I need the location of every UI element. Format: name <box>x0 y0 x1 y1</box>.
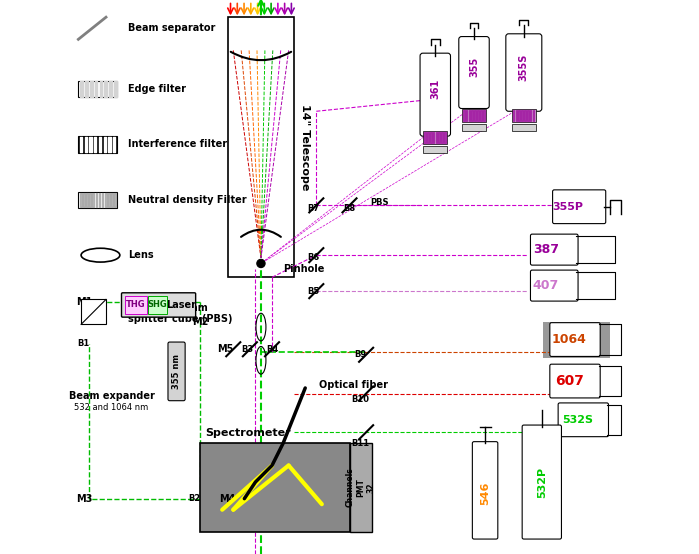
Text: 546: 546 <box>480 481 490 505</box>
Text: Neutral density Filter: Neutral density Filter <box>128 195 247 205</box>
FancyBboxPatch shape <box>423 146 447 153</box>
Text: 407: 407 <box>533 279 559 292</box>
FancyBboxPatch shape <box>462 109 487 122</box>
Text: B3: B3 <box>241 345 253 354</box>
FancyBboxPatch shape <box>78 136 117 153</box>
Text: splitter cube (PBS): splitter cube (PBS) <box>128 314 233 324</box>
Text: Laser: Laser <box>166 300 196 310</box>
Text: 14" Telescope: 14" Telescope <box>300 104 310 191</box>
Text: M2: M2 <box>192 316 208 326</box>
Text: 532P: 532P <box>537 466 547 497</box>
FancyBboxPatch shape <box>168 342 185 401</box>
FancyBboxPatch shape <box>350 443 372 532</box>
Ellipse shape <box>257 259 265 268</box>
Text: B2: B2 <box>189 494 201 503</box>
Text: Lens: Lens <box>128 250 154 260</box>
FancyBboxPatch shape <box>78 192 117 208</box>
Text: Interference filter: Interference filter <box>128 140 227 150</box>
Text: B7: B7 <box>308 204 319 213</box>
FancyBboxPatch shape <box>543 321 610 357</box>
FancyBboxPatch shape <box>531 234 578 265</box>
FancyBboxPatch shape <box>473 442 498 539</box>
Text: B10: B10 <box>352 394 370 403</box>
Text: B11: B11 <box>352 439 370 448</box>
FancyBboxPatch shape <box>147 296 168 314</box>
FancyBboxPatch shape <box>522 425 561 539</box>
Text: Edge filter: Edge filter <box>128 84 186 94</box>
FancyBboxPatch shape <box>81 299 106 324</box>
FancyBboxPatch shape <box>459 37 489 109</box>
Text: 355 nm: 355 nm <box>172 354 181 389</box>
Text: 355P: 355P <box>553 202 584 212</box>
FancyBboxPatch shape <box>200 443 350 532</box>
Text: B4: B4 <box>266 345 278 354</box>
FancyBboxPatch shape <box>420 53 450 136</box>
FancyBboxPatch shape <box>423 131 447 145</box>
Bar <box>228 17 294 278</box>
Text: 355S: 355S <box>519 53 529 81</box>
Text: THG: THG <box>126 300 145 310</box>
Text: 355: 355 <box>469 57 479 77</box>
FancyBboxPatch shape <box>78 81 117 98</box>
FancyBboxPatch shape <box>550 322 600 356</box>
FancyBboxPatch shape <box>462 124 487 131</box>
FancyBboxPatch shape <box>125 296 147 314</box>
FancyBboxPatch shape <box>558 403 609 437</box>
Text: B8: B8 <box>343 204 356 213</box>
Text: Polaring beam: Polaring beam <box>128 302 208 313</box>
Text: Beam separator: Beam separator <box>128 23 215 33</box>
Text: B1: B1 <box>78 339 90 348</box>
FancyBboxPatch shape <box>122 293 196 317</box>
Text: Channels
PMT
32: Channels PMT 32 <box>346 468 375 507</box>
Text: 532S: 532S <box>563 415 593 425</box>
Text: PBS: PBS <box>370 198 389 207</box>
Text: B5: B5 <box>308 286 319 296</box>
FancyBboxPatch shape <box>550 364 600 398</box>
Text: Optical fiber: Optical fiber <box>319 380 388 390</box>
Text: B6: B6 <box>308 253 319 263</box>
Text: Pinhole: Pinhole <box>283 264 324 274</box>
FancyBboxPatch shape <box>553 190 606 224</box>
Text: 361: 361 <box>431 79 440 99</box>
Text: 1064: 1064 <box>552 333 586 346</box>
Text: 607: 607 <box>555 374 584 388</box>
FancyBboxPatch shape <box>512 124 536 131</box>
Text: Beam expander: Beam expander <box>69 391 154 401</box>
Text: 387: 387 <box>533 243 559 256</box>
Text: Spectrometer: Spectrometer <box>206 428 291 438</box>
Text: B9: B9 <box>354 350 367 360</box>
Text: M3: M3 <box>75 494 92 504</box>
FancyBboxPatch shape <box>531 270 578 301</box>
Text: M4: M4 <box>219 494 236 504</box>
FancyBboxPatch shape <box>512 109 536 122</box>
Text: SHG: SHG <box>147 300 167 310</box>
Text: M1: M1 <box>75 297 92 307</box>
Text: 532 and 1064 nm: 532 and 1064 nm <box>74 403 149 412</box>
FancyBboxPatch shape <box>506 34 542 111</box>
Text: M5: M5 <box>217 344 233 354</box>
